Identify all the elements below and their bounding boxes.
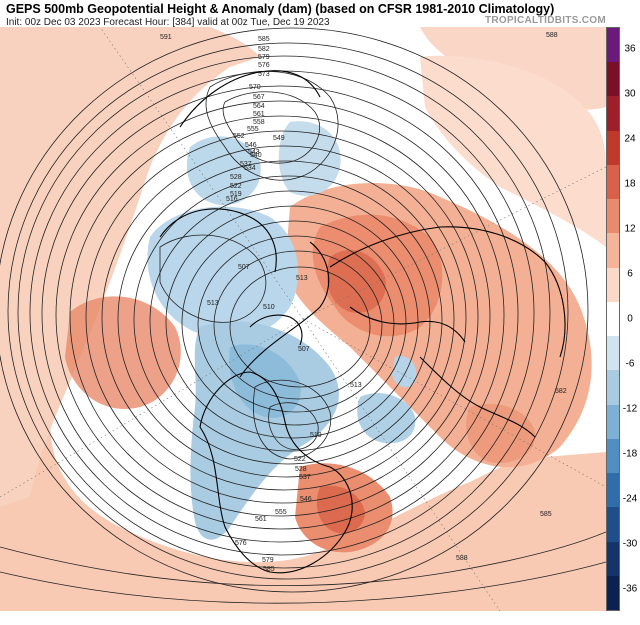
contour-label: 582	[258, 46, 270, 53]
contour-label: 513	[296, 275, 308, 282]
graticule	[0, 27, 606, 611]
contour-label: 540	[250, 152, 262, 159]
contour-label: 507	[298, 346, 310, 353]
contour-label: 543	[248, 149, 260, 156]
contour-label: 537	[240, 161, 252, 168]
contour-label: 570	[249, 84, 261, 91]
colorbar-tick-label: 18	[624, 178, 636, 190]
contour-label: 558	[253, 119, 265, 126]
anomaly-colorbar	[606, 27, 620, 611]
contour-label: 561	[253, 111, 265, 118]
polar-map: 591 585 582 579 576 573 570 567 564 561 …	[0, 27, 606, 611]
contour-label: 510	[263, 304, 275, 311]
contour-label: 591	[160, 34, 172, 41]
contour-label: 585	[258, 36, 270, 43]
contour-label: 513	[350, 382, 362, 389]
contour-label: 576	[235, 540, 247, 547]
contour-label: 528	[230, 174, 242, 181]
contour-label: 552	[233, 133, 245, 140]
colorbar-segment	[607, 301, 619, 337]
chart-title: GEPS 500mb Geopotential Height & Anomaly…	[6, 2, 555, 16]
colorbar-segment	[607, 199, 619, 234]
chart-header: GEPS 500mb Geopotential Height & Anomaly…	[6, 2, 634, 28]
contour-labels: 591 585 582 579 576 573 570 567 564 561 …	[160, 32, 567, 573]
contour-label: 519	[230, 191, 242, 198]
map-panel: 591 585 582 579 576 573 570 567 564 561 …	[0, 27, 606, 611]
colorbar-tick-label: -6	[625, 358, 635, 370]
colorbar-tick-label: -36	[622, 583, 638, 595]
contour-label: 507	[238, 264, 250, 271]
colorbar-segment	[607, 28, 619, 63]
colorbar-tick-label: 24	[624, 133, 636, 145]
colorbar-segment	[607, 96, 619, 132]
colorbar-segment	[607, 473, 619, 508]
contour-label: 561	[255, 516, 267, 523]
colorbar-segment	[607, 336, 619, 371]
colorbar-segment	[607, 164, 619, 200]
colorbar-ticks: 36 30 24 18 12 6 0 -6 -12 -18 -24 -30 -36	[620, 27, 640, 611]
contour-label: 585	[263, 566, 275, 573]
contour-label: 546	[300, 496, 312, 503]
colorbar-segment	[607, 267, 619, 303]
colorbar-tick-label: 36	[624, 43, 636, 55]
colorbar-segment	[607, 575, 619, 611]
contour-label: 528	[295, 466, 307, 473]
contour-label: 579	[258, 54, 270, 61]
colorbar-segment	[607, 233, 619, 269]
contour-label: 585	[540, 511, 552, 518]
colorbar-tick-label: 30	[624, 88, 636, 100]
colorbar-segment	[607, 370, 619, 406]
colorbar-segment	[607, 62, 619, 97]
colorbar-tick-label: 12	[624, 223, 636, 235]
contour-label: 555	[275, 509, 287, 516]
contour-label: 576	[258, 62, 270, 69]
contour-label: 564	[253, 103, 265, 110]
negative-anomaly-shading	[147, 121, 417, 540]
colorbar-segment	[607, 404, 619, 440]
contour-label: 522	[230, 183, 242, 190]
colorbar-tick-label: 0	[627, 313, 633, 325]
contour-label: 588	[546, 32, 558, 39]
contour-label: 588	[456, 555, 468, 562]
colorbar-segment	[607, 541, 619, 577]
colorbar-tick-label: -18	[622, 448, 638, 460]
contour-label: 519	[310, 432, 322, 439]
coastlines	[159, 70, 566, 574]
contour-label: 573	[258, 71, 270, 78]
contour-label: 516	[226, 196, 238, 203]
contour-label: 522	[294, 456, 306, 463]
colorbar-segment	[607, 438, 619, 474]
chart-subtitle: Init: 00z Dec 03 2023 Forecast Hour: [38…	[6, 17, 330, 28]
contour-label: 549	[273, 135, 285, 142]
colorbar-tick-label: 6	[627, 268, 633, 280]
contour-label: 534	[244, 165, 256, 172]
watermark: TROPICALTIDBITS.COM	[484, 15, 606, 26]
colorbar-tick-label: -30	[622, 538, 638, 550]
colorbar-tick-label: -12	[622, 403, 638, 415]
contour-label: 537	[299, 474, 311, 481]
colorbar-tick-label: -24	[622, 493, 638, 505]
contour-label: 546	[245, 142, 257, 149]
contour-label: 567	[253, 94, 265, 101]
contour-label: 579	[262, 557, 274, 564]
contour-label: 555	[247, 126, 259, 133]
contour-label: 513	[207, 300, 219, 307]
colorbar-segment	[607, 507, 619, 543]
contour-label: 582	[555, 388, 567, 395]
colorbar-segment	[607, 130, 619, 166]
